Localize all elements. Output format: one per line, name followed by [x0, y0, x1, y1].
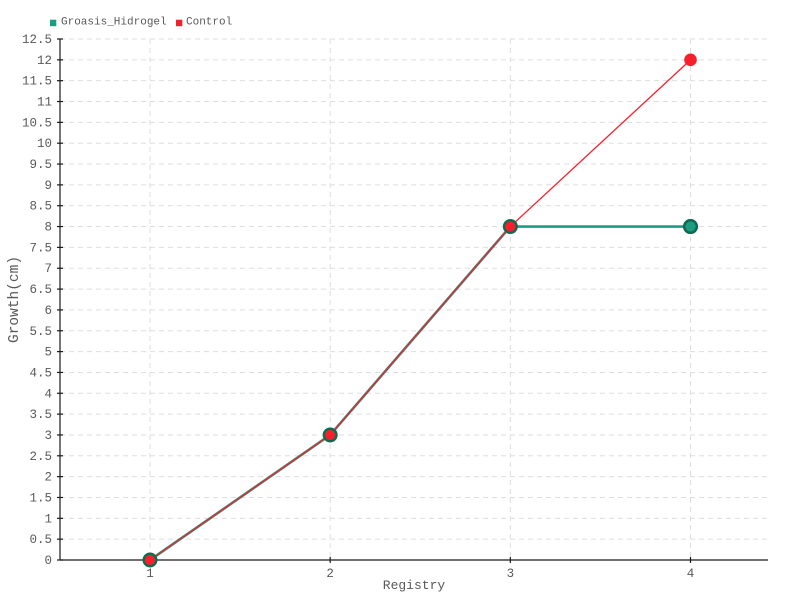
svg-text:5: 5 [44, 346, 52, 360]
svg-text:9.5: 9.5 [29, 158, 52, 172]
svg-text:1: 1 [146, 567, 154, 581]
svg-text:2: 2 [326, 567, 334, 581]
svg-text:12.5: 12.5 [22, 33, 52, 47]
svg-text:10: 10 [37, 137, 52, 151]
svg-text:3: 3 [44, 429, 52, 443]
svg-text:2: 2 [44, 471, 52, 485]
svg-text:5.5: 5.5 [29, 325, 52, 339]
svg-text:7.5: 7.5 [29, 241, 52, 255]
svg-text:1: 1 [44, 512, 52, 526]
svg-text:4.5: 4.5 [29, 366, 52, 380]
svg-text:0.5: 0.5 [29, 533, 52, 547]
svg-text:7: 7 [44, 262, 52, 276]
svg-text:Registry: Registry [383, 578, 446, 593]
svg-text:2.5: 2.5 [29, 450, 52, 464]
svg-text:8: 8 [44, 221, 52, 235]
svg-text:3: 3 [507, 567, 515, 581]
svg-text:Control: Control [186, 17, 232, 29]
svg-text:1.5: 1.5 [29, 491, 52, 505]
svg-text:6.5: 6.5 [29, 283, 52, 297]
svg-text:Groasis_Hidrogel: Groasis_Hidrogel [61, 17, 167, 29]
svg-text:0: 0 [44, 554, 52, 568]
svg-text:4: 4 [44, 387, 52, 401]
svg-text:6: 6 [44, 304, 52, 318]
svg-text:9: 9 [44, 179, 52, 193]
svg-text:11.5: 11.5 [22, 75, 52, 89]
svg-text:11: 11 [37, 96, 52, 110]
svg-text:12: 12 [37, 54, 52, 68]
svg-text:8.5: 8.5 [29, 200, 52, 214]
svg-text:4: 4 [687, 567, 695, 581]
svg-text:3.5: 3.5 [29, 408, 52, 422]
svg-text:10.5: 10.5 [22, 116, 52, 130]
svg-text:Growth(cm): Growth(cm) [7, 256, 23, 343]
